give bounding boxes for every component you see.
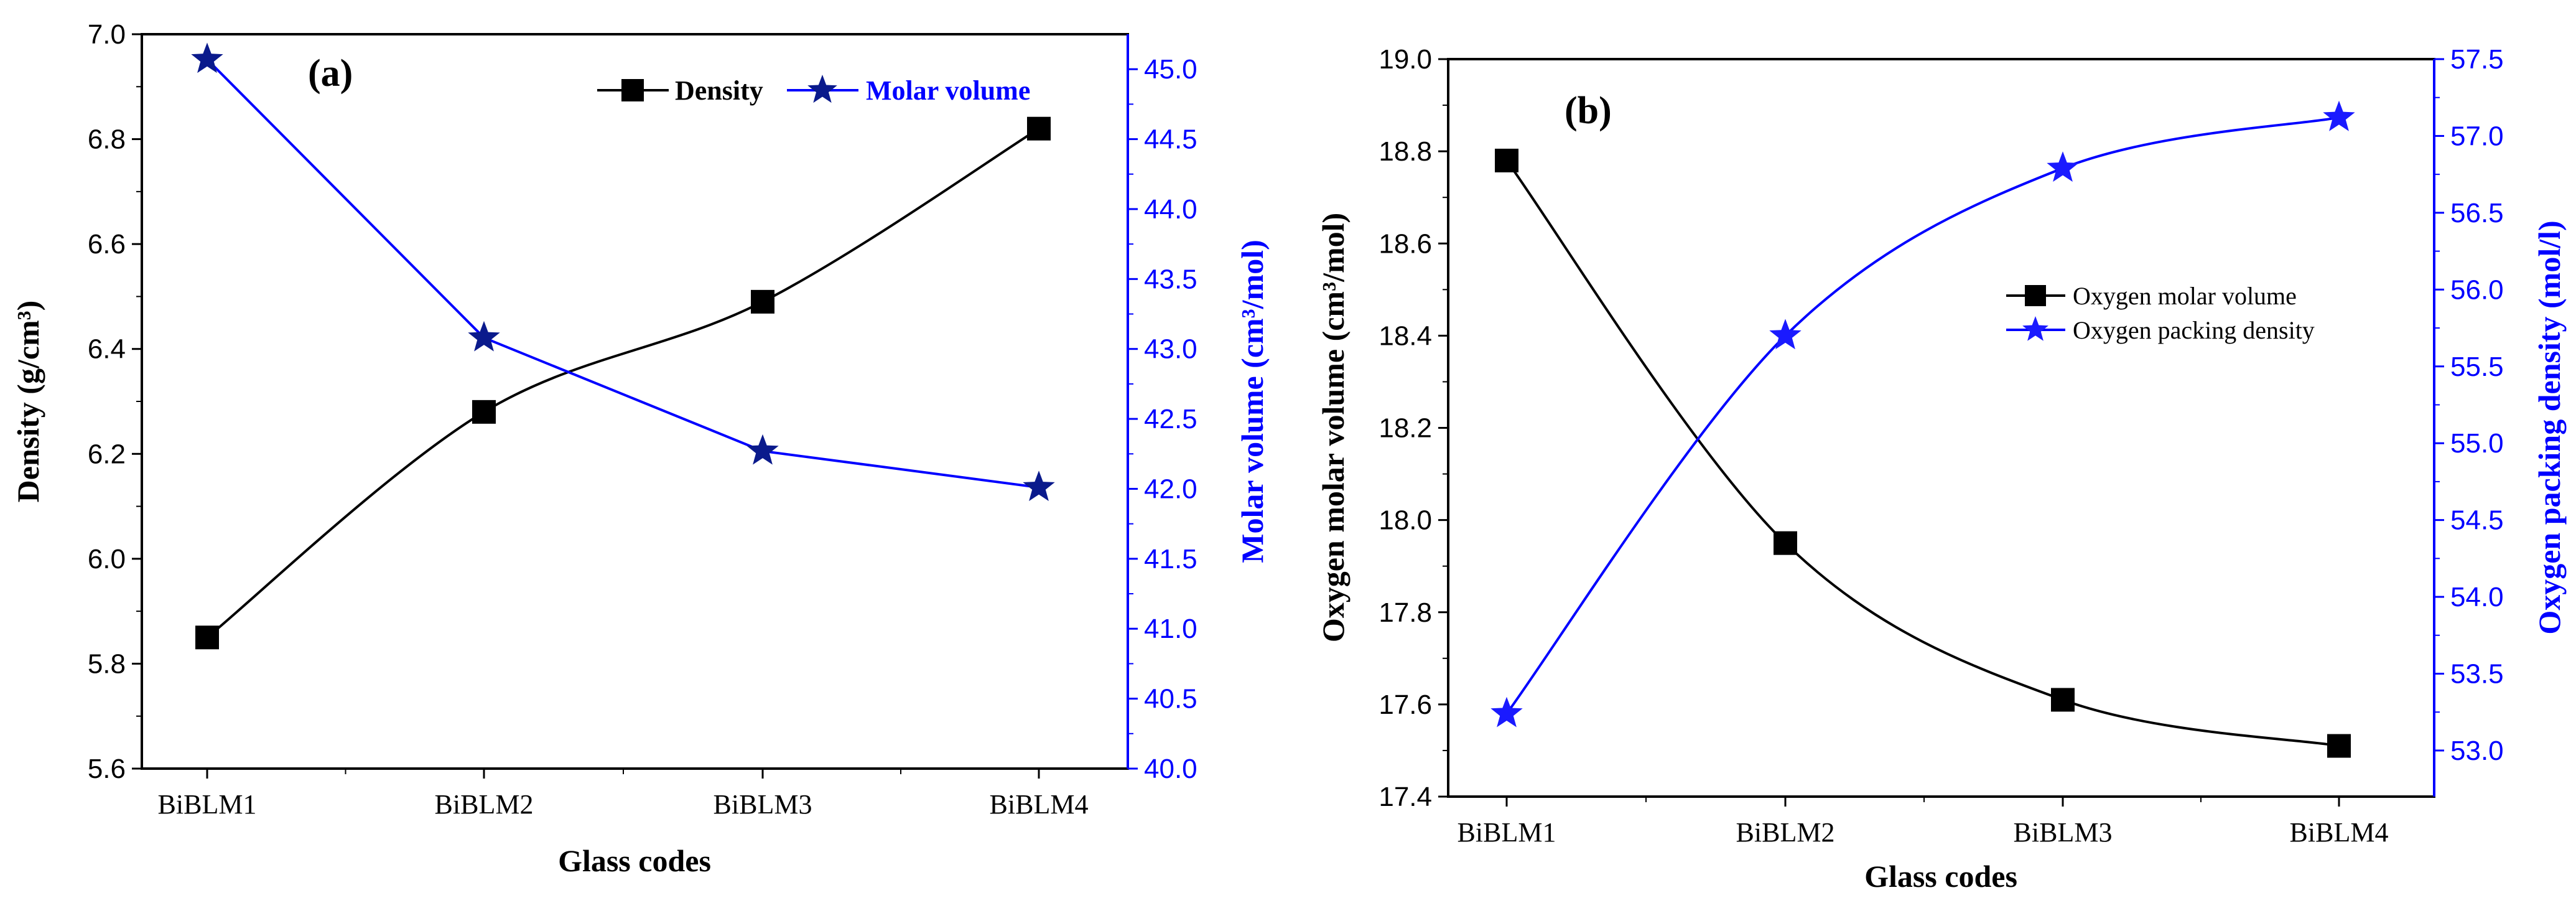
chart-panel-a: 5.6 5.8 6.0 6.2 6.4 6.6 6.8 7.0 40.0 40.5 41.0 41.5… xyxy=(11,19,1270,878)
ticks-b: 17.4 17.6 17.8 18.0 18.2 18.4 18.6 18.8 19.0 53.0… xyxy=(1379,44,2503,848)
legend-b-omv-label: Oxygen molar volume xyxy=(2073,282,2297,310)
y-tick-label-right-a-3: 41.5 xyxy=(1144,544,1197,574)
x-axis-title-b: Glass codes xyxy=(1864,859,2017,894)
panel-label-a: (a) xyxy=(308,52,353,95)
y-tick-label-right-b-0: 53.0 xyxy=(2450,736,2504,766)
x-tick-label-b-3: BiBLM4 xyxy=(2290,817,2389,848)
legend-a-molar-marker xyxy=(807,75,837,103)
y-tick-label-right-b-8: 57.0 xyxy=(2450,121,2504,151)
y-axis-title-left-a: Density (g/cm³) xyxy=(11,301,45,503)
data-point-b-1-0 xyxy=(1490,696,1523,728)
y-tick-label-right-a-9: 44.5 xyxy=(1144,124,1197,155)
panel-label-b: (b) xyxy=(1565,90,1612,132)
legend-b-omv-marker xyxy=(2025,285,2046,306)
series-line-b-1 xyxy=(1505,116,2340,714)
data-point-b-1-1 xyxy=(1769,319,1802,350)
data-point-b-0-0 xyxy=(1495,148,1518,172)
data-point-b-0-2 xyxy=(2051,688,2075,712)
y-tick-label-right-a-8: 44.0 xyxy=(1144,194,1197,225)
y-tick-label-left-b-2: 17.8 xyxy=(1379,597,1432,628)
y-tick-label-left-a-4: 6.4 xyxy=(88,334,126,365)
y-tick-label-left-b-0: 17.4 xyxy=(1379,782,1432,812)
x-tick-label-a-1: BiBLM2 xyxy=(435,789,534,820)
legend-b: Oxygen molar volume Oxygen packing densi… xyxy=(2006,282,2315,344)
data-point-a-0-1 xyxy=(472,400,496,424)
series-line-a-1 xyxy=(206,59,1039,489)
y-tick-label-left-a-0: 5.6 xyxy=(88,754,126,784)
y-axis-title-right-a: Molar volume (cm³/mol) xyxy=(1235,240,1270,563)
legend-a-molar-label: Molar volume xyxy=(866,75,1030,106)
legend-a-density-label: Density xyxy=(675,75,763,106)
x-tick-label-a-2: BiBLM3 xyxy=(714,789,812,820)
series-line-b-0 xyxy=(1505,159,2340,747)
series-markers-a xyxy=(191,42,1055,650)
legend-a-density-marker xyxy=(621,79,644,101)
y-tick-label-right-a-0: 40.0 xyxy=(1144,754,1197,784)
data-point-a-1-0 xyxy=(191,42,223,73)
x-tick-label-b-0: BiBLM1 xyxy=(1458,817,1556,848)
legend-b-opd-marker xyxy=(2022,316,2048,341)
data-point-a-1-3 xyxy=(1023,470,1055,502)
y-tick-label-left-a-7: 7.0 xyxy=(88,19,126,50)
x-tick-label-b-2: BiBLM3 xyxy=(2014,817,2113,848)
y-tick-label-right-b-7: 56.5 xyxy=(2450,198,2504,228)
y-tick-label-left-b-1: 17.6 xyxy=(1379,690,1432,720)
plot-area-b xyxy=(1447,58,2435,798)
y-tick-label-left-a-1: 5.8 xyxy=(88,648,126,679)
x-tick-label-a-0: BiBLM1 xyxy=(158,789,257,820)
y-tick-label-left-b-4: 18.2 xyxy=(1379,413,1432,444)
data-point-b-0-3 xyxy=(2327,734,2351,758)
y-tick-label-right-a-5: 42.5 xyxy=(1144,404,1197,434)
x-axis-title-a: Glass codes xyxy=(558,843,711,878)
x-tick-label-a-3: BiBLM4 xyxy=(990,789,1089,820)
data-point-b-1-2 xyxy=(2047,151,2079,182)
data-point-b-1-3 xyxy=(2323,100,2355,131)
x-tick-label-b-1: BiBLM2 xyxy=(1736,817,1835,848)
y-tick-label-right-b-9: 57.5 xyxy=(2450,44,2504,75)
series-line-a-0 xyxy=(206,128,1040,639)
y-axis-title-left-b: Oxygen molar volume (cm³/mol) xyxy=(1316,213,1351,642)
y-tick-label-left-a-5: 6.6 xyxy=(88,229,126,260)
y-tick-label-right-a-7: 43.5 xyxy=(1144,264,1197,294)
y-tick-label-left-b-6: 18.6 xyxy=(1379,228,1432,259)
y-tick-label-left-a-6: 6.8 xyxy=(88,124,126,155)
y-tick-label-left-b-8: 19.0 xyxy=(1379,44,1432,75)
y-tick-label-right-a-1: 40.5 xyxy=(1144,684,1197,714)
series-lines-a xyxy=(206,59,1040,639)
y-axis-title-right-b: Oxygen packing density (mol/l) xyxy=(2532,220,2567,634)
y-tick-label-left-a-3: 6.2 xyxy=(88,439,126,469)
y-tick-label-left-b-5: 18.4 xyxy=(1379,321,1432,351)
ticks-a: 5.6 5.8 6.0 6.2 6.4 6.6 6.8 7.0 40.0 40.5 41.0 41.5… xyxy=(88,19,1197,820)
y-tick-label-right-b-4: 55.0 xyxy=(2450,428,2504,459)
y-tick-label-right-a-10: 45.0 xyxy=(1144,54,1197,85)
y-tick-label-right-b-1: 53.5 xyxy=(2450,659,2504,690)
legend-a: Density Molar volume xyxy=(597,75,1030,106)
y-tick-label-right-b-3: 54.5 xyxy=(2450,505,2504,536)
data-point-a-0-3 xyxy=(1027,116,1051,141)
y-tick-label-left-b-7: 18.8 xyxy=(1379,136,1432,167)
y-tick-label-right-a-4: 42.0 xyxy=(1144,474,1197,504)
series-lines-b xyxy=(1505,116,2340,747)
y-tick-label-right-b-2: 54.0 xyxy=(2450,582,2504,612)
series-markers-b xyxy=(1490,100,2355,758)
plot-area-a xyxy=(141,33,1129,770)
y-tick-label-left-a-2: 6.0 xyxy=(88,544,126,574)
data-point-b-0-1 xyxy=(1774,531,1797,555)
data-point-a-1-1 xyxy=(468,321,500,352)
y-tick-label-right-b-5: 55.5 xyxy=(2450,352,2504,382)
y-tick-label-right-b-6: 56.0 xyxy=(2450,274,2504,305)
y-tick-label-right-a-2: 41.0 xyxy=(1144,614,1197,644)
chart-panel-b: 17.4 17.6 17.8 18.0 18.2 18.4 18.6 18.8 19.0 53.0… xyxy=(1316,44,2567,894)
y-tick-label-right-a-6: 43.0 xyxy=(1144,334,1197,365)
data-point-a-1-2 xyxy=(746,434,779,465)
data-point-a-0-0 xyxy=(195,625,219,650)
data-point-a-0-2 xyxy=(751,289,774,314)
y-tick-label-left-b-3: 18.0 xyxy=(1379,505,1432,536)
legend-b-opd-label: Oxygen packing density xyxy=(2073,316,2315,344)
